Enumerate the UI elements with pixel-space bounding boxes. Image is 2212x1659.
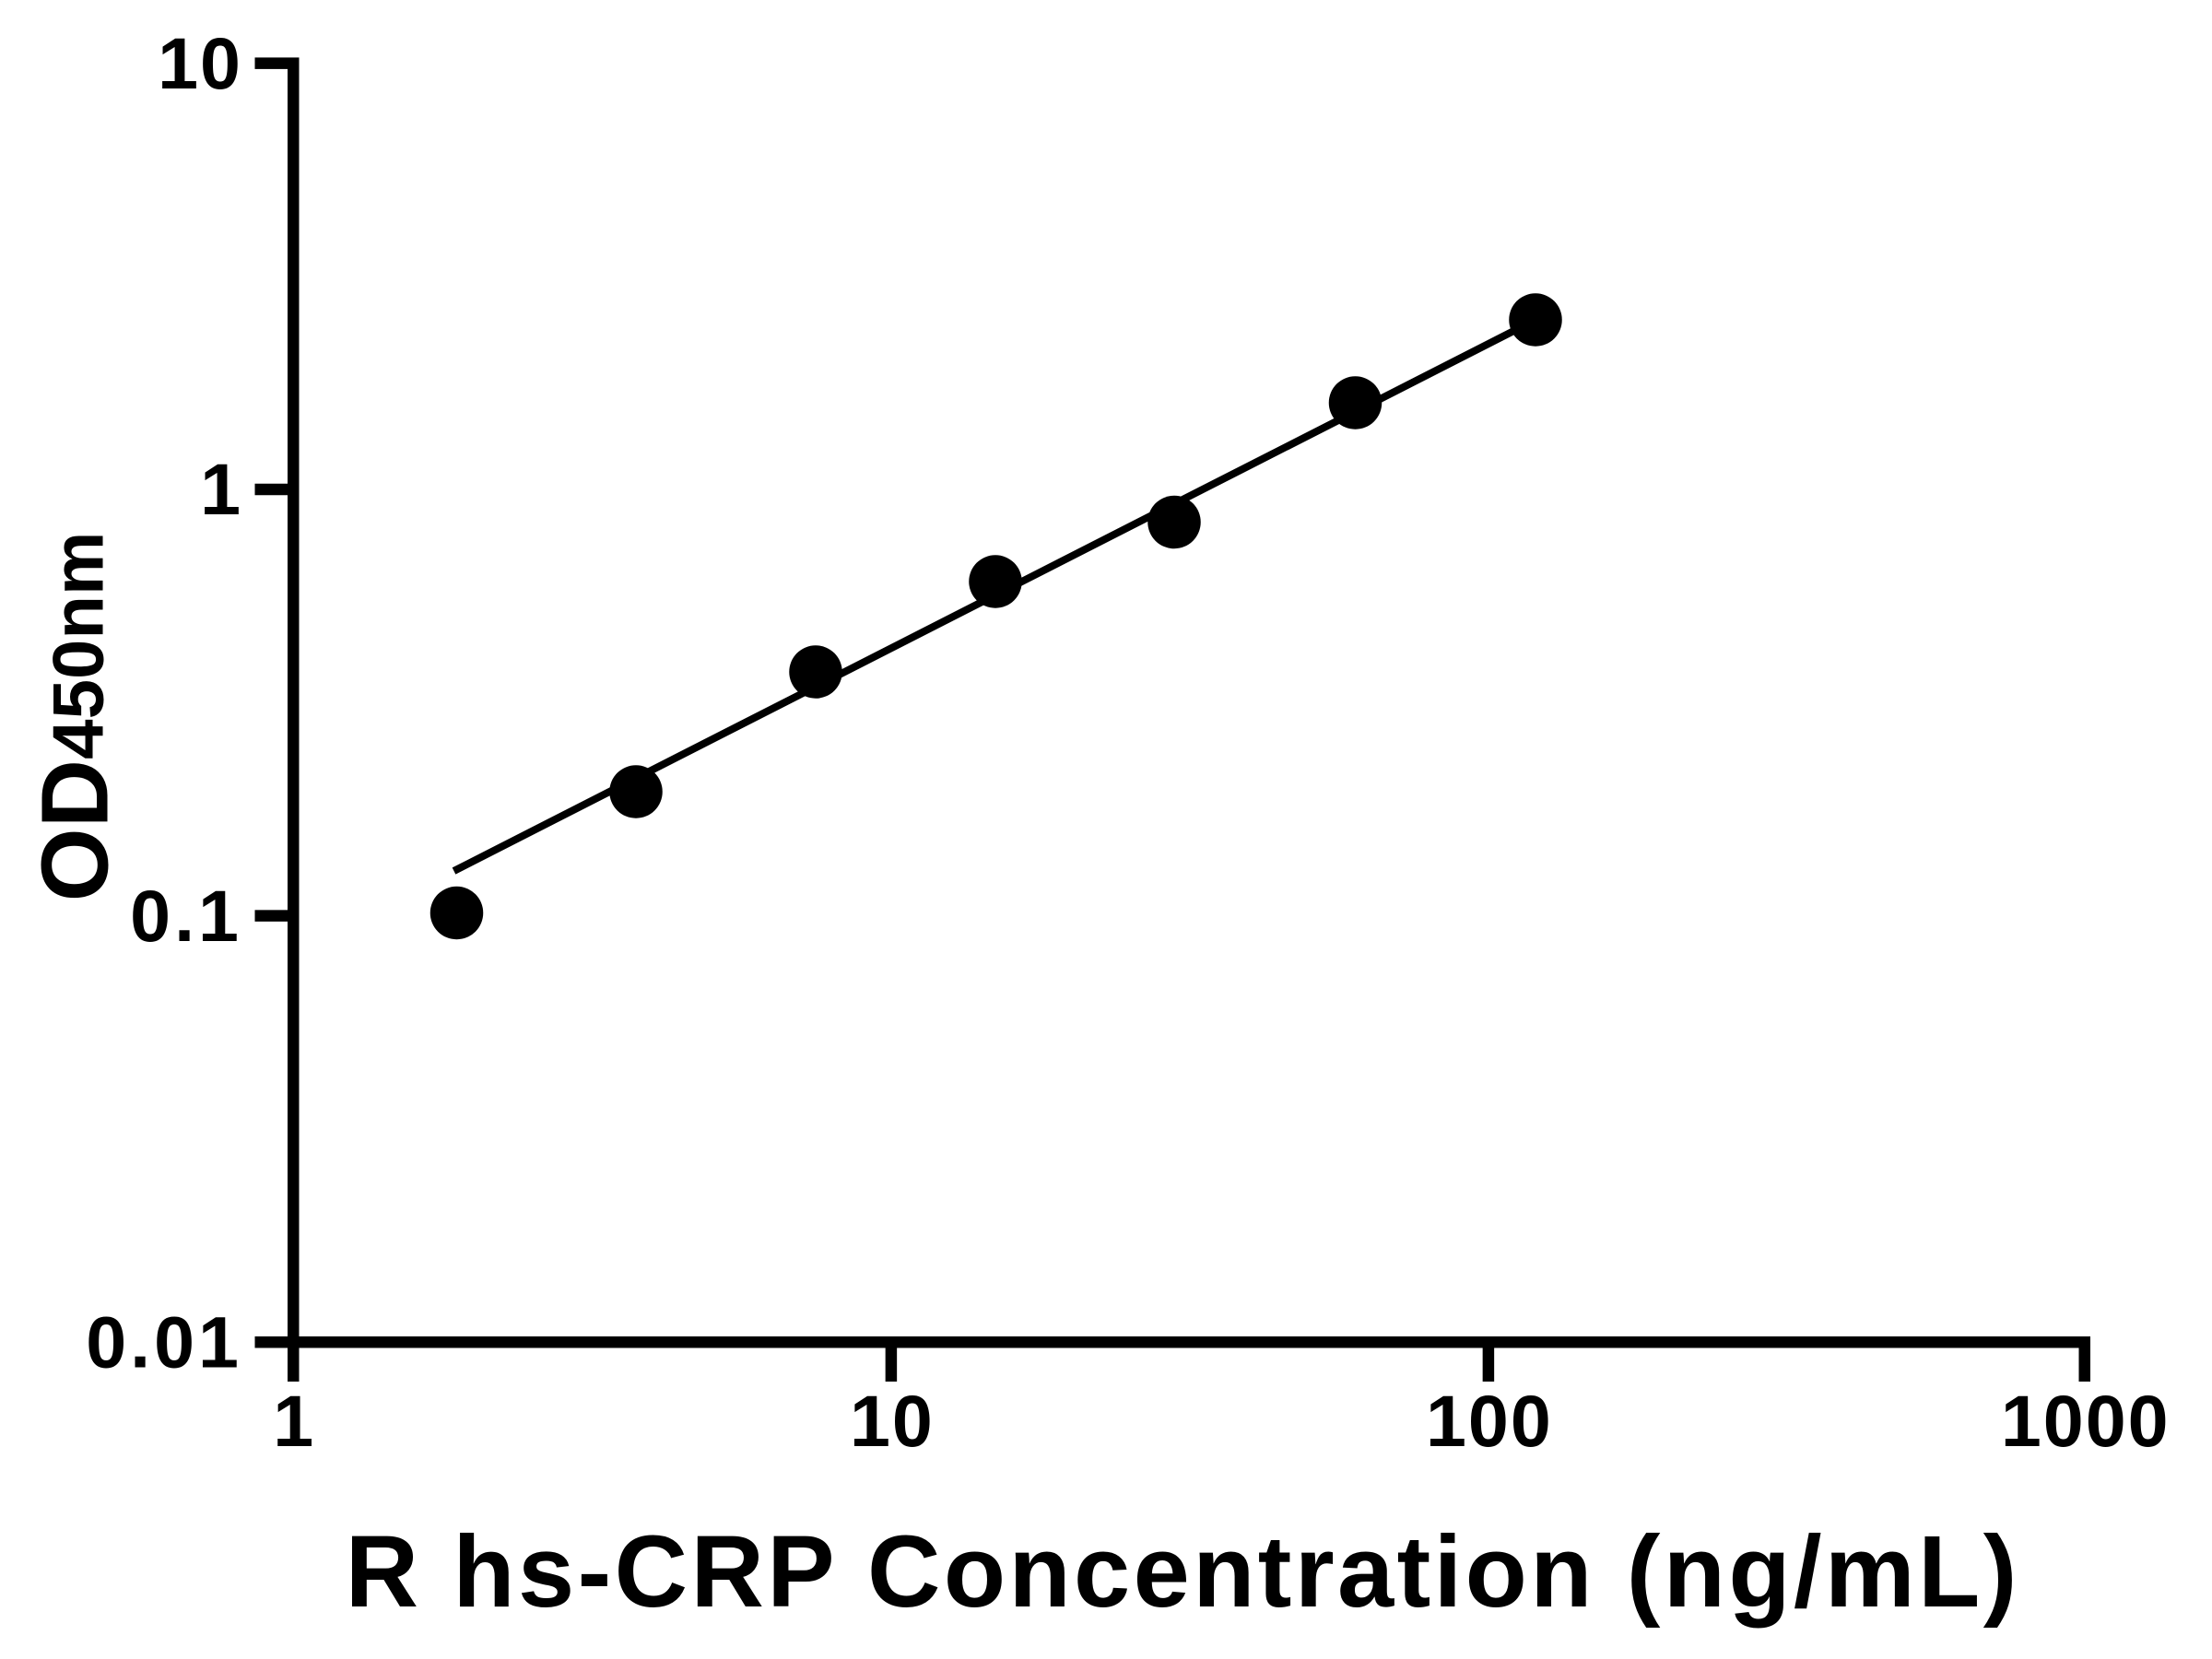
svg-text:10: 10 xyxy=(850,1380,935,1462)
svg-text:R hs-CRP Concentration (ng/mL): R hs-CRP Concentration (ng/mL) xyxy=(346,1515,2020,1629)
svg-text:10: 10 xyxy=(158,22,242,104)
svg-text:0.01: 0.01 xyxy=(86,1300,242,1382)
svg-text:1000: 1000 xyxy=(2001,1380,2171,1462)
svg-text:OD450nm: OD450nm xyxy=(22,532,128,902)
svg-text:1: 1 xyxy=(273,1380,315,1462)
svg-text:100: 100 xyxy=(1426,1380,1553,1462)
svg-text:0.1: 0.1 xyxy=(130,875,242,957)
svg-text:1: 1 xyxy=(200,448,242,530)
